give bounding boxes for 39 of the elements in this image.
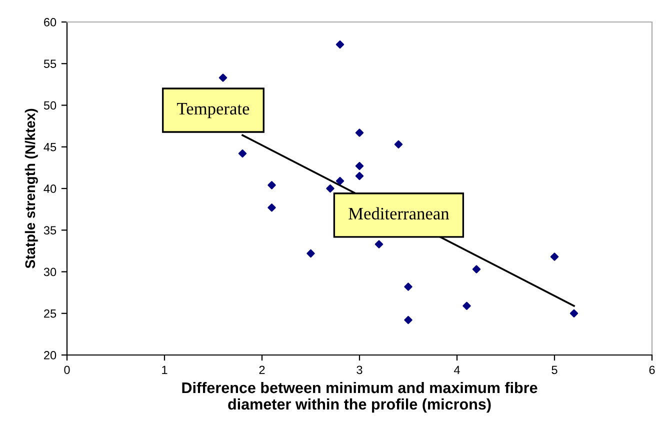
point [238, 149, 247, 158]
point [394, 140, 403, 148]
point [306, 249, 315, 258]
point [355, 162, 364, 170]
point [570, 309, 578, 318]
point [404, 282, 412, 291]
point [355, 172, 364, 180]
x-tick-label: 0 [64, 366, 70, 374]
x-tick-label: 6 [649, 366, 655, 374]
y-tick-label: 30 [44, 268, 56, 276]
annotation: Mediterranean [348, 207, 450, 220]
point [336, 40, 344, 49]
y-tick-label: 35 [44, 226, 56, 235]
y-tick-label: 45 [44, 143, 56, 152]
point [218, 74, 228, 82]
y-axis-title: Statple strength (N/ktex) [24, 108, 38, 268]
x-tick-label: 3 [356, 366, 362, 374]
y-tick-label: 40 [44, 184, 56, 193]
point [374, 240, 384, 248]
x-tick-label: 5 [552, 366, 558, 374]
x-tick-label: 2 [259, 366, 265, 374]
point [336, 176, 344, 186]
y-tick-label: 20 [44, 351, 56, 360]
y-tick-label: 50 [44, 101, 56, 110]
x-axis-title: Difference between minimum and maximum fibre diameter within the profile (microns) [182, 382, 538, 413]
x-tick-label: 1 [162, 366, 168, 374]
y-tick-label: 60 [44, 18, 56, 26]
x-tick-label: 4 [454, 366, 460, 374]
point [462, 302, 471, 310]
point [268, 204, 276, 212]
point [326, 184, 334, 193]
point [268, 181, 276, 190]
y-tick-label: 25 [44, 309, 56, 318]
y-tick-label: 55 [44, 60, 56, 68]
point [472, 265, 481, 274]
annotation: Temperate [177, 103, 250, 118]
point [404, 316, 412, 324]
point [355, 128, 364, 137]
point [550, 252, 559, 261]
